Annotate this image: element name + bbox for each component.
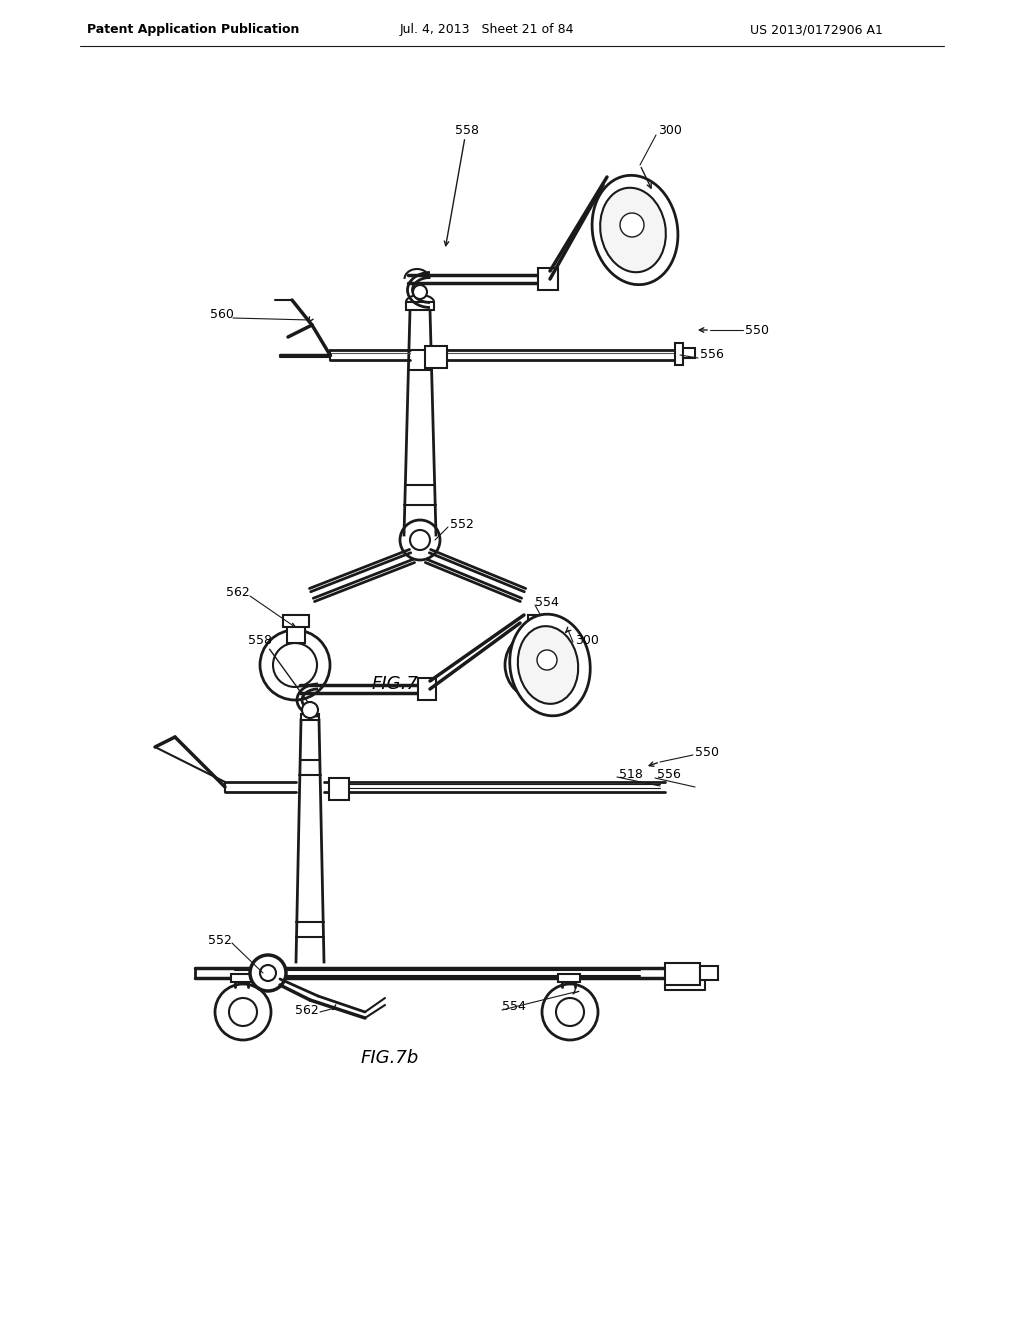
Text: 556: 556: [657, 768, 681, 781]
Text: 518: 518: [618, 768, 643, 781]
Circle shape: [518, 643, 562, 686]
Text: 552: 552: [208, 933, 231, 946]
Bar: [283, 615, 309, 627]
Bar: [231, 974, 253, 982]
Polygon shape: [296, 719, 324, 962]
Text: 550: 550: [745, 323, 769, 337]
Circle shape: [556, 998, 584, 1026]
Text: 300: 300: [658, 124, 682, 136]
Bar: [683, 348, 695, 358]
Circle shape: [215, 983, 271, 1040]
Bar: [532, 624, 550, 643]
Bar: [558, 974, 580, 982]
Bar: [329, 777, 349, 800]
Bar: [287, 624, 305, 643]
Text: 554: 554: [502, 1001, 526, 1014]
Circle shape: [620, 213, 644, 238]
Ellipse shape: [518, 626, 579, 704]
Text: US 2013/0172906 A1: US 2013/0172906 A1: [750, 24, 883, 37]
Text: 558: 558: [455, 124, 479, 136]
Bar: [418, 678, 436, 700]
Bar: [665, 964, 700, 985]
Text: Patent Application Publication: Patent Application Publication: [87, 24, 299, 37]
Circle shape: [260, 630, 330, 700]
Circle shape: [505, 630, 575, 700]
Text: 300: 300: [575, 634, 599, 647]
Bar: [538, 268, 558, 290]
Circle shape: [229, 998, 257, 1026]
Text: 550: 550: [695, 746, 719, 759]
Circle shape: [400, 520, 440, 560]
Ellipse shape: [510, 614, 590, 715]
Polygon shape: [404, 310, 436, 535]
Circle shape: [273, 643, 317, 686]
Text: FIG.7a: FIG.7a: [371, 675, 429, 693]
Text: 558: 558: [248, 634, 272, 647]
Text: 552: 552: [450, 519, 474, 532]
Circle shape: [413, 285, 427, 300]
Bar: [675, 343, 683, 366]
Text: 556: 556: [700, 348, 724, 362]
Circle shape: [302, 702, 318, 718]
Text: 562: 562: [295, 1003, 318, 1016]
Ellipse shape: [592, 176, 678, 285]
Bar: [528, 615, 554, 627]
Text: 560: 560: [210, 309, 233, 322]
Circle shape: [250, 954, 286, 991]
Bar: [700, 966, 718, 979]
Circle shape: [260, 965, 276, 981]
Bar: [301, 714, 319, 719]
Circle shape: [537, 649, 557, 671]
Text: 562: 562: [226, 586, 250, 599]
Circle shape: [542, 983, 598, 1040]
Bar: [425, 346, 447, 368]
Circle shape: [410, 531, 430, 550]
Text: Jul. 4, 2013   Sheet 21 of 84: Jul. 4, 2013 Sheet 21 of 84: [400, 24, 574, 37]
Bar: [406, 302, 434, 310]
Text: FIG.7b: FIG.7b: [360, 1049, 419, 1067]
Ellipse shape: [600, 187, 666, 272]
Text: 554: 554: [535, 595, 559, 609]
